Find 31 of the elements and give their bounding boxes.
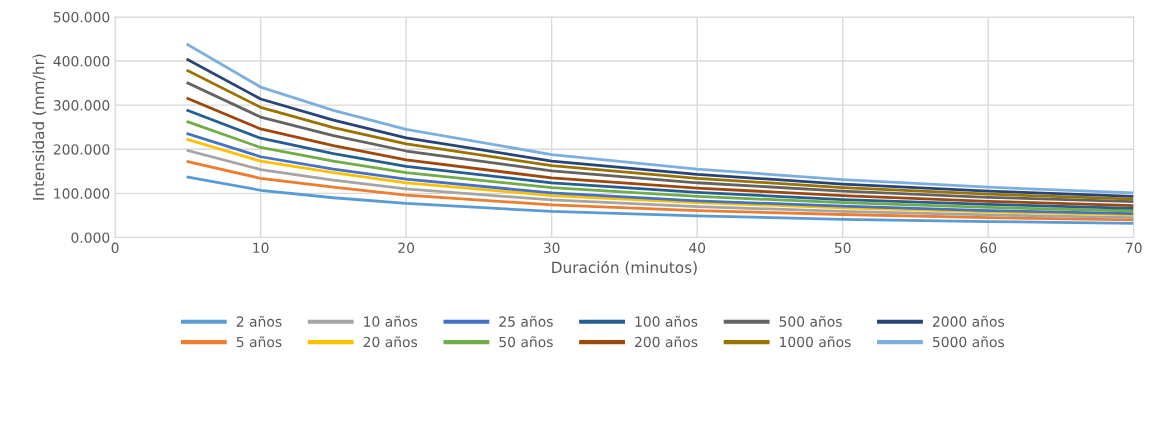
- legend-label: 10 años: [364, 315, 418, 327]
- x-axis-title: Duración (minutos): [552, 260, 697, 275]
- y-tick-label: 100.000: [54, 188, 110, 199]
- legend-label: 25 años: [499, 315, 553, 327]
- legend-label: 1000 años: [780, 336, 851, 348]
- y-tick-label: 500.000: [53, 11, 110, 23]
- y-tick-label: 200.000: [53, 144, 110, 155]
- x-tick-label: 10: [253, 242, 269, 254]
- legend-label: 200 años: [635, 336, 698, 348]
- legend-label: 5 años: [236, 336, 282, 348]
- legend-label: 5000 años: [932, 336, 1005, 348]
- legend-label: 500 años: [779, 315, 842, 327]
- line-series: [186, 149, 1134, 219]
- y-tick-label: 0.000: [71, 232, 110, 243]
- legend-label: 100 años: [635, 315, 698, 327]
- line-series: [186, 175, 1134, 225]
- legend-label: 50 años: [499, 336, 553, 348]
- x-tick-label: 20: [398, 242, 415, 254]
- y-axis-title: Intensidad (mm/hr): [32, 54, 47, 200]
- x-tick-label: 0: [111, 242, 119, 254]
- legend-label: 2 años: [236, 315, 282, 327]
- y-tick-label: 300.000: [53, 100, 110, 111]
- line-series: [186, 160, 1134, 222]
- legend-label: 20 años: [363, 336, 418, 348]
- y-tick-label: 400.000: [53, 56, 110, 67]
- x-tick-label: 40: [689, 242, 706, 254]
- x-tick-label: 30: [543, 242, 560, 254]
- legend-label: 2000 años: [932, 315, 1005, 327]
- x-tick-label: 70: [1126, 242, 1142, 254]
- x-tick-label: 50: [834, 242, 851, 254]
- x-tick-label: 60: [980, 242, 997, 254]
